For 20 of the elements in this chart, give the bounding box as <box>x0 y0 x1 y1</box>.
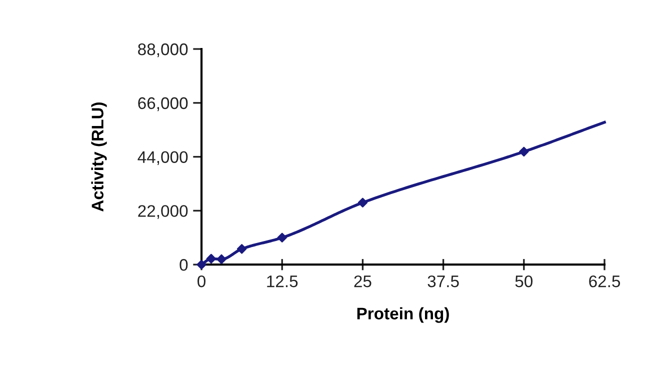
x-tick-label: 12.5 <box>267 275 298 288</box>
x-axis-title: Protein (ng) <box>357 307 449 323</box>
y-axis-title: Activity (RLU) <box>91 102 107 212</box>
x-tick-label: 37.5 <box>428 275 459 288</box>
point <box>236 244 247 254</box>
x-tick-label: 0 <box>198 275 206 288</box>
x-tick-label: 25 <box>354 275 372 288</box>
y-tick-label: 66,000 <box>138 97 188 112</box>
point <box>277 232 287 243</box>
x-tick-label: 62.5 <box>589 275 620 288</box>
point <box>216 254 226 264</box>
x-tick-label: 50 <box>515 275 533 288</box>
y-tick-label: 0 <box>180 259 188 271</box>
point <box>358 198 368 208</box>
point <box>196 260 206 270</box>
y-tick-label: 88,000 <box>138 43 188 58</box>
point <box>206 254 216 264</box>
point <box>519 146 529 157</box>
y-tick-label: 22,000 <box>138 205 188 219</box>
y-tick-label: 44,000 <box>138 151 188 165</box>
